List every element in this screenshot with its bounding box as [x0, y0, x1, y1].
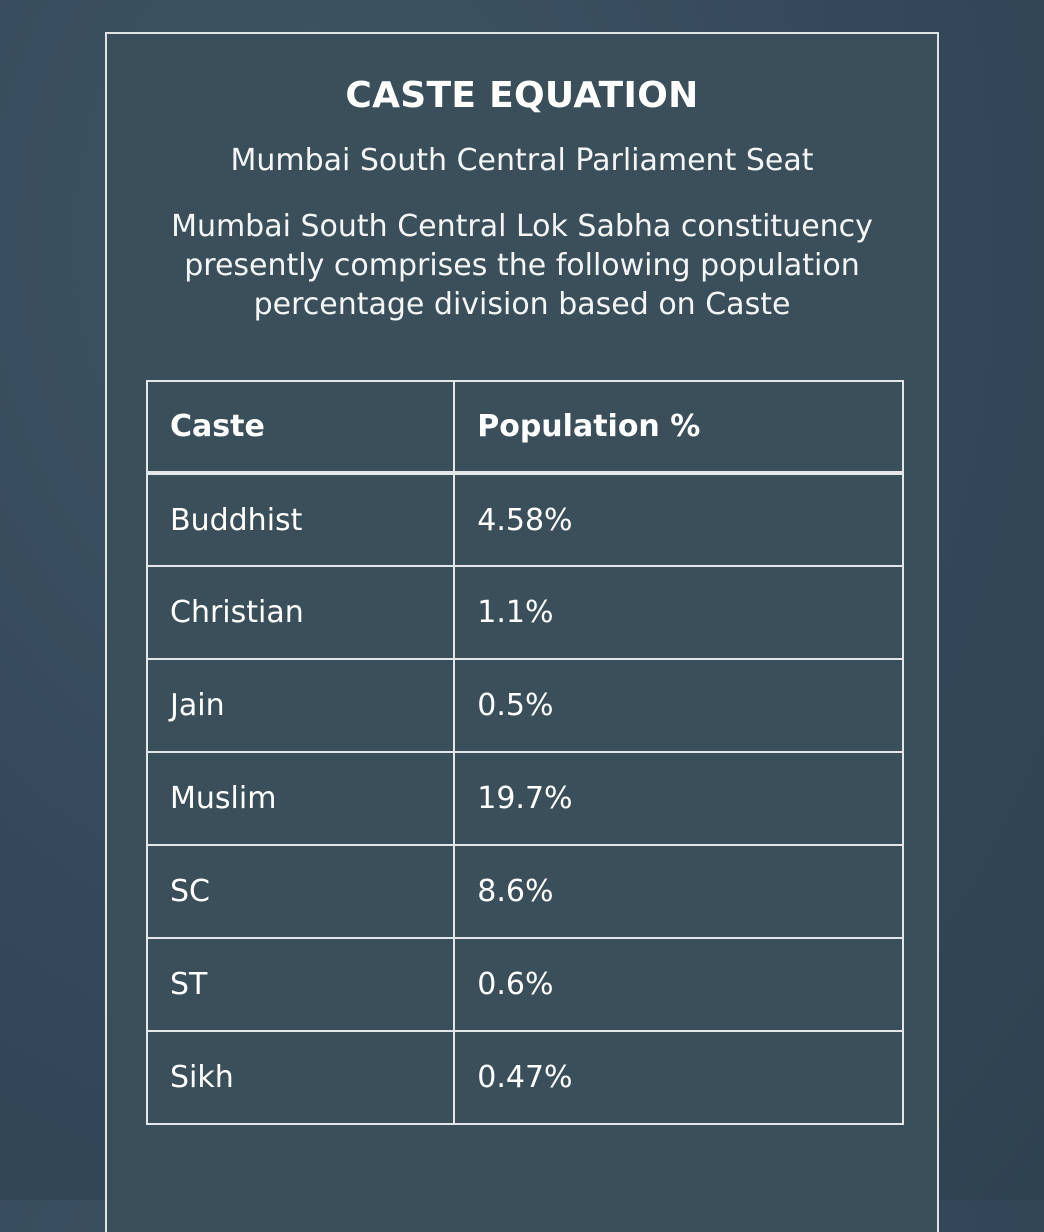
caste-cell: Christian [145, 565, 456, 660]
caste-cell: Muslim [145, 751, 456, 846]
caste-cell: Sikh [145, 1030, 456, 1125]
panel-heading: CASTE EQUATION [345, 75, 699, 116]
caste-cell: Jain [145, 658, 456, 753]
table-header-row: Caste Population % [145, 380, 904, 475]
table-row: Buddhist 4.58% [145, 472, 904, 567]
caste-cell: SC [145, 844, 456, 939]
population-cell: 0.5% [453, 658, 904, 753]
population-cell: 1.1% [453, 565, 904, 660]
header-population: Population % [453, 380, 904, 475]
table-row: Christian 1.1% [145, 565, 904, 660]
population-cell: 19.7% [453, 751, 904, 846]
seat-subtitle: Mumbai South Central Parliament Seat [230, 143, 814, 178]
table-row: Sikh 0.47% [145, 1030, 904, 1125]
caste-cell: Buddhist [145, 472, 456, 567]
constituency-description: Mumbai South Central Lok Sabha constitue… [171, 209, 873, 322]
caste-population-table: Caste Population % Buddhist 4.58% Christ… [145, 380, 904, 1125]
table-row: ST 0.6% [145, 937, 904, 1032]
table-row: SC 8.6% [145, 844, 904, 939]
population-cell: 4.58% [453, 472, 904, 567]
population-cell: 0.47% [453, 1030, 904, 1125]
table-row: Jain 0.5% [145, 658, 904, 753]
caste-equation-panel: CASTE EQUATION Mumbai South Central Parl… [105, 32, 939, 1232]
population-cell: 8.6% [453, 844, 904, 939]
table-row: Muslim 19.7% [145, 751, 904, 846]
caste-cell: ST [145, 937, 456, 1032]
population-cell: 0.6% [453, 937, 904, 1032]
header-caste: Caste [145, 380, 456, 475]
